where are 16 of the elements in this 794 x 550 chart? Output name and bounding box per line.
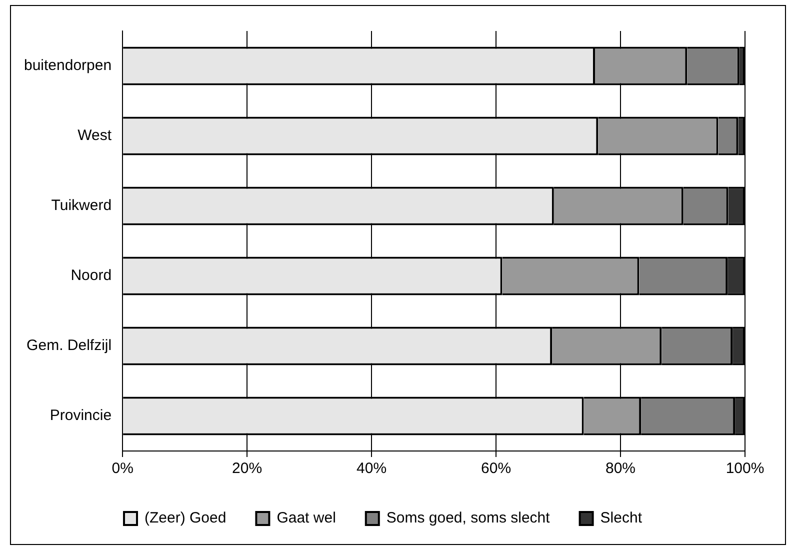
x-tick-label: 20% [232, 460, 262, 478]
y-tick-label: buitendorpen [24, 57, 112, 74]
y-tick-label: Noord [70, 267, 112, 284]
x-tick-label: 100% [726, 460, 764, 478]
y-tick-label: Gem. Delfzijl [26, 337, 112, 354]
y-tick-label: Provincie [50, 407, 112, 424]
legend-label: Soms goed, soms slecht [386, 510, 551, 527]
legend-label: (Zeer) Goed [144, 510, 226, 527]
x-tick-label: 60% [481, 460, 512, 478]
legend-label: Slecht [600, 510, 643, 527]
x-tick-label: 40% [356, 460, 387, 478]
legend-label: Gaat wel [276, 510, 336, 527]
x-tick-label: 0% [112, 460, 134, 478]
y-tick-label: West [78, 127, 112, 144]
y-tick-label: Tuikwerd [51, 197, 112, 214]
x-tick-label: 80% [606, 460, 636, 478]
